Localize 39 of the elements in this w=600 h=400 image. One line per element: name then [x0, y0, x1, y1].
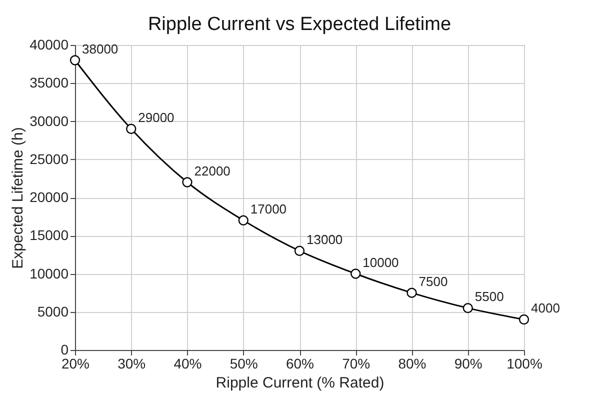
x-tick-label: 30% [118, 356, 146, 372]
y-tick-label: 35000 [30, 74, 69, 91]
point [126, 124, 136, 134]
x-tick-label: 60% [286, 356, 314, 372]
point [238, 215, 248, 226]
y-tick-label: 25000 [30, 150, 69, 167]
chart-title: Ripple Current vs Expected Lifetime [148, 14, 452, 35]
point [294, 246, 305, 256]
data-label: 38000 [82, 41, 118, 56]
data-label: 13000 [306, 232, 343, 247]
y-tick-label: 15000 [30, 227, 69, 244]
data-label: 29000 [138, 110, 174, 125]
y-axis-title: Expected Lifetime (h) [10, 127, 27, 269]
point [462, 303, 473, 314]
data-label: 5500 [474, 289, 504, 304]
y-tick-label: 40000 [30, 36, 69, 52]
x-tick-label: 70% [342, 356, 370, 372]
x-tick-label: 80% [398, 356, 426, 372]
x-tick-label: 20% [61, 356, 90, 372]
x-tick-label: 100% [506, 356, 542, 372]
data-label: 10000 [362, 254, 399, 270]
data-label: 22000 [194, 163, 230, 178]
x-tick-label: 40% [174, 356, 202, 372]
point [406, 288, 417, 298]
y-tick-label: 20000 [30, 189, 69, 205]
data-label: 4000 [531, 300, 560, 316]
point [518, 314, 530, 325]
point [70, 55, 80, 66]
point [182, 177, 192, 188]
y-tick-label: 30000 [30, 112, 69, 129]
y-tick-label: 5000 [37, 303, 69, 320]
x-axis-title: Ripple Current (% Rated) [216, 374, 384, 392]
x-tick-label: 90% [454, 356, 482, 372]
data-label: 17000 [250, 201, 287, 216]
y-tick-label: 10000 [30, 265, 69, 282]
point [350, 268, 361, 279]
x-tick-label: 50% [230, 356, 258, 372]
data-label: 7500 [418, 274, 448, 289]
y-tick-label: 0 [60, 342, 69, 358]
